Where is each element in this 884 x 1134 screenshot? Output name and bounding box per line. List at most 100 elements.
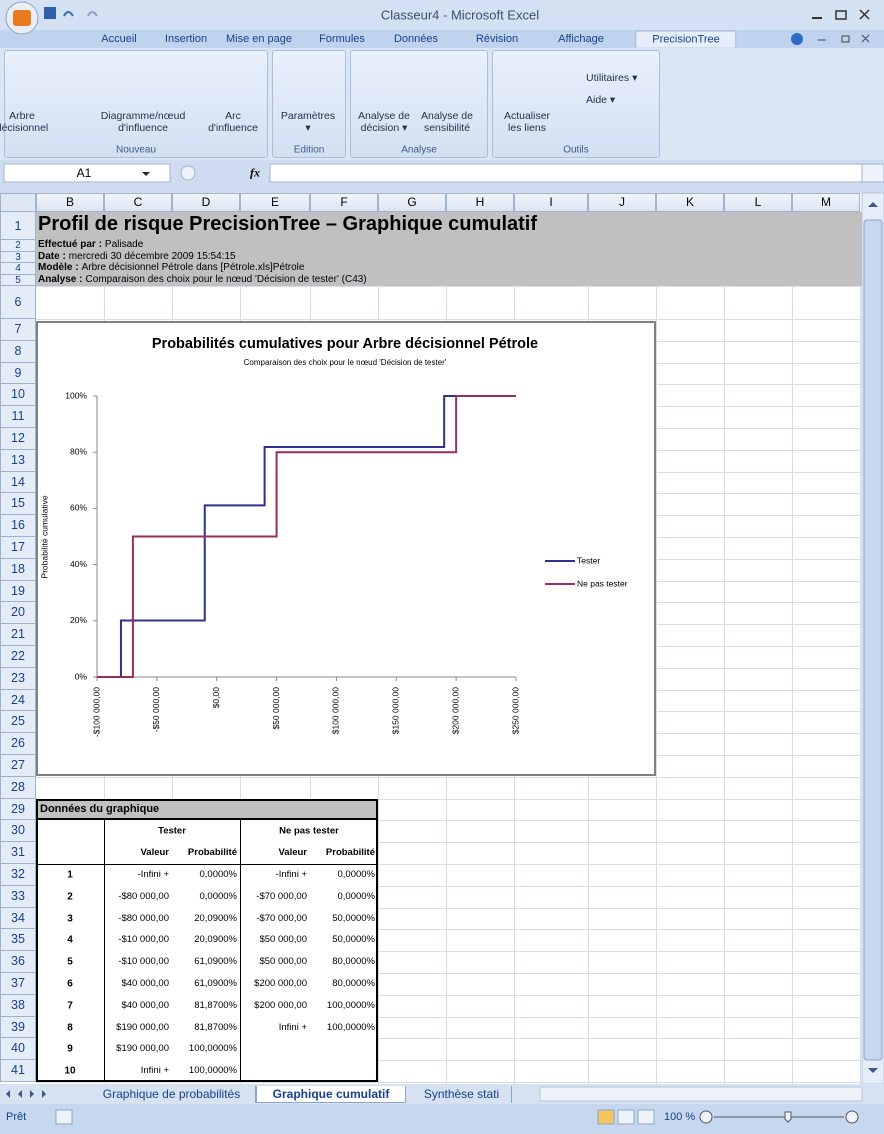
sheet-tab[interactable]: Graphique cumulatif (256, 1086, 406, 1103)
name-box-value[interactable]: A1 (76, 166, 92, 180)
table-cell: 0,0000% (199, 890, 237, 902)
undo-icon[interactable] (63, 11, 74, 17)
zoom-thumb[interactable] (784, 1111, 792, 1123)
row-header: 7 (0, 319, 36, 341)
ribbon-tab[interactable]: Révision (475, 33, 519, 45)
ribbon-button-label[interactable]: ▾ (305, 122, 311, 134)
macro-icon[interactable] (55, 1109, 73, 1125)
horizontal-scrollbar[interactable] (539, 1086, 863, 1102)
ribbon-tab[interactable]: Accueil (101, 33, 137, 45)
table-cell: 100,0000% (326, 999, 375, 1011)
ribbon-group (492, 50, 660, 158)
table-cell: 100,0000% (188, 1065, 237, 1077)
table-header-rule (36, 864, 378, 865)
ribbon-small-button[interactable]: Utilitaires ▾ (586, 72, 638, 84)
ribbon-button-label[interactable]: Paramètres (280, 110, 336, 122)
table-cell: 20,0900% (194, 912, 237, 924)
view-layout[interactable] (617, 1109, 635, 1125)
ribbon-tab[interactable]: Données (393, 33, 439, 45)
save-icon[interactable] (44, 7, 56, 19)
table-cell: 50,0000% (332, 912, 375, 924)
ribbon-button-label[interactable]: d'influence (208, 122, 258, 134)
sheet-tab[interactable]: Synthèse stati (412, 1086, 512, 1103)
report-line-value: Arbre décisionnel Pétrole dans [Pétrole.… (81, 262, 305, 273)
grid-row-line (36, 798, 862, 800)
ribbon-button-label[interactable]: décision ▾ (360, 122, 408, 134)
zoom-out[interactable] (699, 1110, 713, 1124)
scroll-thumb[interactable] (863, 219, 883, 1061)
column-header: C (104, 193, 172, 212)
grid-column-line (724, 212, 725, 1084)
x-tick-label: $250 000,00 (510, 687, 520, 735)
row-header: 5 (0, 274, 36, 286)
ribbon-tab[interactable]: Mise en page (225, 33, 293, 45)
ribbon-button-label[interactable]: Analyse de (358, 110, 410, 122)
x-tick-label: $150 000,00 (391, 687, 401, 735)
ribbon-button-label[interactable]: Actualiser (503, 110, 551, 122)
table-cell: 61,0900% (194, 956, 237, 968)
ribbon-button-label[interactable]: sensibilité (423, 122, 471, 134)
row-header: 25 (0, 711, 36, 734)
cancel-circle[interactable] (180, 165, 196, 181)
view-break[interactable] (637, 1109, 655, 1125)
name-box-dropdown[interactable] (142, 172, 150, 176)
ribbon-button-label[interactable]: Arbre (9, 110, 35, 122)
column-header: I (514, 193, 588, 212)
fx-button[interactable]: fx (250, 165, 260, 180)
help-icon[interactable] (791, 33, 803, 45)
table-column-header: Valeur (278, 847, 307, 859)
ribbon-button-label[interactable]: d'influence (118, 122, 168, 134)
row-header: 27 (0, 755, 36, 777)
chart-title: Probabilités cumulatives pour Arbre déci… (152, 336, 538, 352)
zoom-level[interactable]: 100 % (664, 1111, 696, 1123)
row-header: 10 (0, 384, 36, 407)
table-cell: Infini + (140, 1065, 169, 1077)
series-line (97, 395, 516, 678)
table-cell: 81,8700% (194, 999, 237, 1011)
report-line-label: Effectué par : (38, 239, 102, 250)
ribbon-button-label[interactable]: les liens (508, 122, 546, 134)
sheet-nav[interactable] (6, 1090, 46, 1098)
zoom-in[interactable] (845, 1110, 859, 1124)
table-cell: 0,0000% (199, 869, 237, 880)
ribbon-tab[interactable]: Insertion (164, 33, 208, 45)
table-cell: $200 000,00 (254, 999, 307, 1011)
table-cell: -$10 000,00 (118, 956, 169, 968)
table-row-index: 8 (67, 1022, 73, 1034)
expand-formula[interactable] (861, 163, 884, 183)
workbook-controls[interactable] (818, 34, 870, 43)
grid-row-line (36, 842, 862, 844)
row-header: 16 (0, 515, 36, 537)
table-row-index: 5 (67, 956, 73, 968)
group-label: Outils (563, 144, 589, 156)
table-cell: -$80 000,00 (118, 890, 169, 902)
ribbon-button-label[interactable]: Diagramme/nœud (100, 110, 186, 122)
y-tick-label: 100% (65, 390, 87, 400)
ribbon-button-label[interactable]: décisionnel (0, 122, 49, 134)
row-header: 24 (0, 689, 36, 712)
table-cell: 80,0000% (332, 978, 375, 989)
maximize[interactable] (835, 10, 847, 20)
redo-icon[interactable] (87, 11, 98, 17)
row-header: 11 (0, 406, 36, 428)
sheet-tab[interactable]: Graphique de probabilités (88, 1086, 256, 1103)
grid-row-line (36, 994, 862, 996)
table-cell: $50 000,00 (259, 934, 307, 946)
status-text: Prêt (6, 1111, 27, 1123)
table-cell: Infini + (278, 1021, 307, 1033)
formula-input[interactable] (269, 163, 863, 183)
grid-row-line (36, 286, 862, 287)
table-row-index: 4 (67, 934, 73, 946)
ribbon-tab[interactable]: Formules (319, 33, 365, 45)
ribbon-small-button[interactable]: Aide ▾ (586, 94, 616, 106)
close[interactable] (859, 9, 870, 20)
y-tick-label: 40% (70, 559, 87, 569)
ribbon-button-label[interactable]: Arc (225, 110, 241, 122)
ribbon-tab[interactable]: Affichage (558, 33, 604, 45)
row-header: 38 (0, 994, 36, 1017)
name-box[interactable] (3, 163, 171, 183)
table-title: Données du graphique (40, 802, 160, 815)
ribbon-tab[interactable]: PrecisionTree (635, 30, 737, 48)
ribbon-button-label[interactable]: Analyse de (421, 110, 473, 122)
view-normal[interactable] (597, 1109, 615, 1125)
